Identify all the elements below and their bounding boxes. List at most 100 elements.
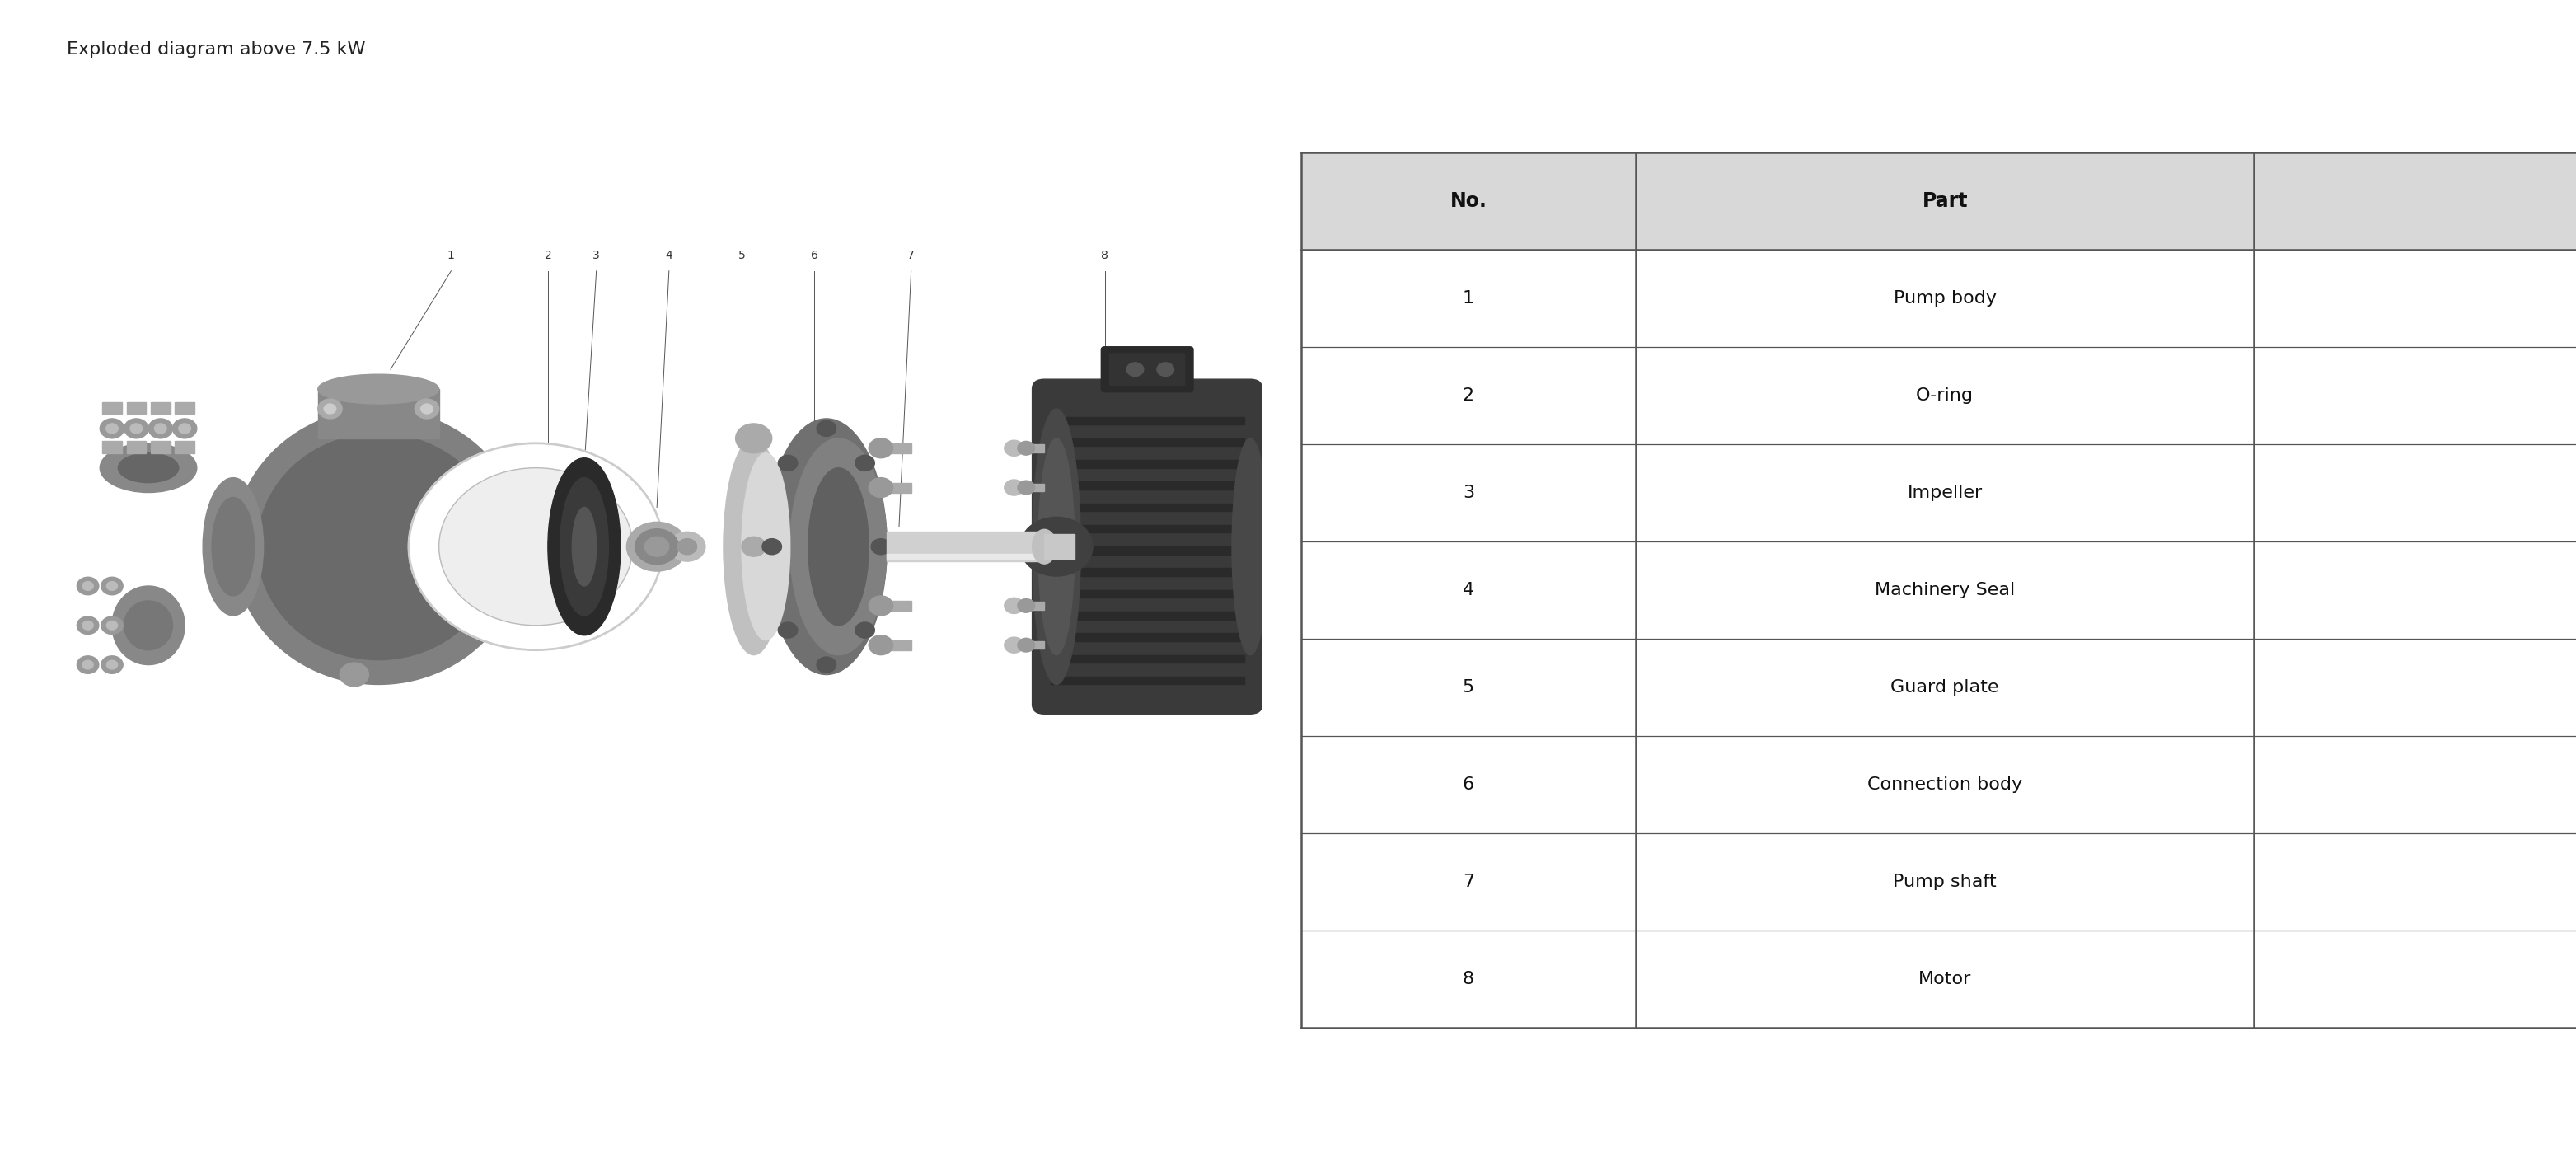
Text: 3: 3 <box>592 250 600 261</box>
Ellipse shape <box>572 507 595 586</box>
Circle shape <box>762 539 781 554</box>
Bar <box>1636 250 2254 347</box>
Ellipse shape <box>232 409 523 684</box>
Text: 1: 1 <box>1463 289 1473 307</box>
Bar <box>876 443 912 454</box>
Ellipse shape <box>1033 409 1082 684</box>
Bar <box>2254 833 2576 931</box>
Ellipse shape <box>100 443 196 492</box>
Circle shape <box>149 418 173 438</box>
Bar <box>1007 484 1043 491</box>
Circle shape <box>868 595 894 615</box>
Circle shape <box>644 537 670 557</box>
Circle shape <box>742 537 765 557</box>
Ellipse shape <box>124 601 173 650</box>
Circle shape <box>855 622 876 638</box>
Text: 4: 4 <box>665 250 672 261</box>
Circle shape <box>100 418 124 438</box>
Ellipse shape <box>724 438 783 655</box>
Circle shape <box>410 443 662 650</box>
Circle shape <box>817 656 837 673</box>
Text: 5: 5 <box>1463 679 1473 696</box>
Ellipse shape <box>1033 530 1056 564</box>
Circle shape <box>106 621 118 629</box>
Circle shape <box>1005 638 1023 653</box>
Circle shape <box>415 398 438 418</box>
Circle shape <box>420 404 433 414</box>
Bar <box>1051 525 1244 533</box>
Circle shape <box>737 423 773 454</box>
Bar <box>1051 503 1244 511</box>
Text: 8: 8 <box>1463 970 1473 988</box>
Text: Connection body: Connection body <box>1868 776 2022 793</box>
Circle shape <box>1157 362 1175 376</box>
Circle shape <box>868 478 894 497</box>
Circle shape <box>100 656 124 674</box>
Circle shape <box>317 398 343 418</box>
Ellipse shape <box>258 434 500 660</box>
Bar <box>152 442 170 454</box>
Circle shape <box>677 539 698 554</box>
Bar <box>1636 541 2254 639</box>
Circle shape <box>438 468 634 626</box>
Text: 6: 6 <box>1463 776 1473 793</box>
Circle shape <box>82 621 93 629</box>
Circle shape <box>1018 481 1036 495</box>
Ellipse shape <box>211 497 255 595</box>
Bar <box>2254 736 2576 833</box>
Ellipse shape <box>317 374 438 404</box>
Circle shape <box>155 423 167 434</box>
Text: 2: 2 <box>1463 387 1473 404</box>
Bar <box>2254 250 2576 347</box>
Bar <box>1007 601 1043 609</box>
Ellipse shape <box>765 418 886 675</box>
Bar <box>2254 931 2576 1028</box>
Bar <box>1051 590 1244 598</box>
Bar <box>1301 833 1636 931</box>
Ellipse shape <box>742 454 791 640</box>
Bar <box>1636 347 2254 444</box>
Text: No.: No. <box>1450 191 1486 211</box>
Circle shape <box>77 577 98 595</box>
Text: O-ring: O-ring <box>1917 387 1973 404</box>
FancyBboxPatch shape <box>1033 380 1262 714</box>
Bar <box>1636 639 2254 736</box>
Bar <box>317 389 438 438</box>
Bar <box>2254 444 2576 541</box>
Bar <box>1007 641 1043 649</box>
Circle shape <box>100 616 124 634</box>
Ellipse shape <box>549 458 621 635</box>
Circle shape <box>77 616 98 634</box>
Bar <box>1301 736 1636 833</box>
Ellipse shape <box>113 586 185 665</box>
Bar <box>886 532 1043 561</box>
Circle shape <box>178 423 191 434</box>
Bar <box>103 402 121 414</box>
Bar <box>1636 152 2254 250</box>
Bar <box>1301 152 1636 250</box>
Text: Machinery Seal: Machinery Seal <box>1875 581 2014 599</box>
Circle shape <box>1018 639 1036 652</box>
FancyBboxPatch shape <box>1100 347 1193 393</box>
Bar <box>1301 931 1636 1028</box>
Bar <box>1051 546 1244 554</box>
Circle shape <box>626 522 688 571</box>
Bar <box>2254 639 2576 736</box>
Bar <box>1051 612 1244 620</box>
Bar <box>1051 655 1244 663</box>
Circle shape <box>106 423 118 434</box>
Text: Exploded diagram above 7.5 kW: Exploded diagram above 7.5 kW <box>67 41 366 57</box>
Bar <box>1301 541 1636 639</box>
Circle shape <box>817 421 837 436</box>
Text: Motor: Motor <box>1919 970 1971 988</box>
Bar <box>152 402 170 414</box>
Bar <box>126 402 147 414</box>
Bar <box>876 601 912 611</box>
Circle shape <box>1005 479 1023 496</box>
Circle shape <box>868 438 894 458</box>
Circle shape <box>778 455 799 471</box>
Bar <box>1301 250 1636 347</box>
Bar <box>2254 152 2576 250</box>
Circle shape <box>1018 442 1036 455</box>
Bar <box>126 442 147 454</box>
